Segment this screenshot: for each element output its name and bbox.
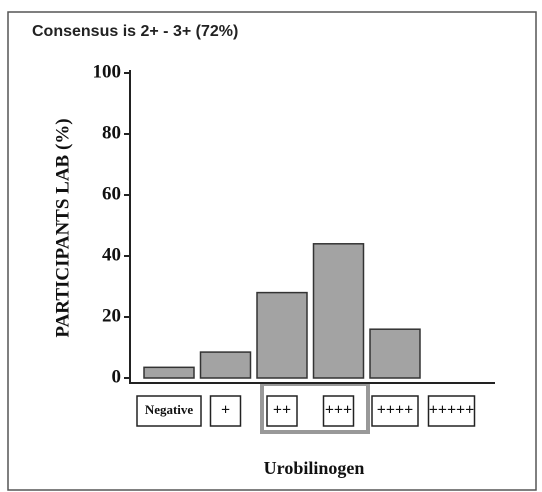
bar <box>199 351 252 379</box>
y-tick-label: 80 <box>102 122 121 143</box>
bar <box>369 328 421 379</box>
x-tick-label: Negative <box>145 402 194 417</box>
chart-title: Consensus is 2+ - 3+ (72%) <box>32 23 238 40</box>
x-tick-label: ++++ <box>377 402 413 419</box>
x-tick-label: + <box>221 402 230 419</box>
bar <box>312 243 365 379</box>
category-box <box>371 395 419 427</box>
x-tick-label: ++ <box>273 402 291 419</box>
category-box <box>136 395 202 427</box>
y-tick-label: 40 <box>102 244 121 265</box>
category-box <box>322 395 355 427</box>
x-tick-label: +++ <box>325 402 352 419</box>
category-box <box>427 395 476 427</box>
bar <box>256 291 308 379</box>
y-tick-label: 60 <box>102 183 121 204</box>
y-tick-label: 0 <box>112 366 122 387</box>
y-tick-label: 20 <box>102 305 121 326</box>
x-axis-label: Urobilinogen <box>264 458 365 478</box>
category-box <box>209 395 242 427</box>
bar <box>143 366 195 379</box>
category-box <box>266 395 298 427</box>
y-tick-label: 100 <box>93 61 122 82</box>
x-tick-label: +++++ <box>429 402 475 419</box>
y-axis-label: PARTICIPANTS LAB (%) <box>52 118 73 337</box>
